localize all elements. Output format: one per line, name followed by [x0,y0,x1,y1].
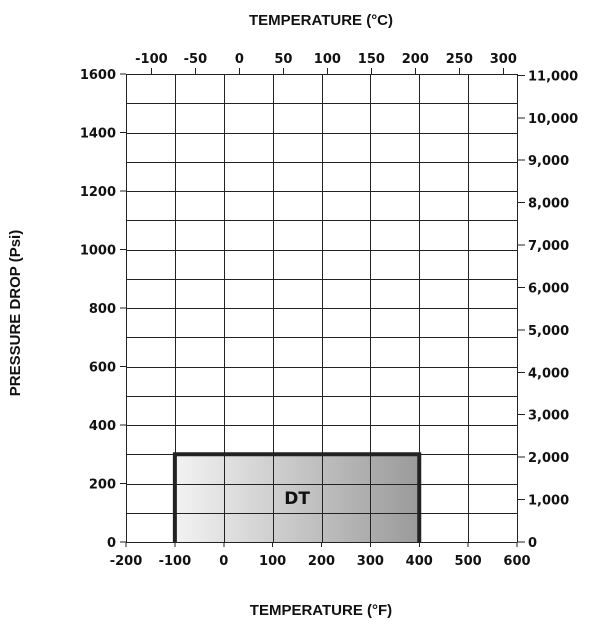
y-tick-label-kpa: 1,000 [528,494,569,509]
x-tick-label-fahrenheit: 100 [259,554,286,569]
chart-title-fahrenheit: TEMPERATURE (°F) [250,602,392,619]
y-tick-label-kpa: 2,000 [528,451,569,466]
x-tick-label-fahrenheit: 500 [455,554,482,569]
y-tick-label-kpa: 10,000 [528,112,578,127]
x-tick-label-celsius: 0 [235,52,244,67]
y-tick-label-psi: 200 [89,478,116,493]
x-tick-label-fahrenheit: -100 [159,554,192,569]
y-tick-label-psi: 1600 [80,68,116,83]
y-tick-label-psi: 800 [89,302,116,317]
x-tick-label-celsius: 300 [490,52,517,67]
dt-region-group: DT [172,452,422,542]
x-tick-label-fahrenheit: 0 [219,554,228,569]
y-tick-label-psi: 600 [89,361,116,376]
x-tick-label-fahrenheit: 300 [357,554,384,569]
x-tick-label-celsius: 150 [358,52,385,67]
x-tick-label-fahrenheit: 600 [503,554,530,569]
chart-title-celsius: TEMPERATURE (°C) [249,12,393,29]
y-tick-label-kpa: 6,000 [528,281,569,296]
x-tick-label-celsius: 250 [446,52,473,67]
y-axis-label: PRESSURE DROP (Psi) [7,230,24,396]
y-tick-label-psi: 0 [107,536,116,551]
y-tick-label-kpa: 3,000 [528,409,569,424]
dt-region-label: DT [284,489,310,509]
x-tick-label-fahrenheit: 200 [308,554,335,569]
x-tick-label-fahrenheit: -200 [110,554,143,569]
y-tick-label-kpa: 8,000 [528,197,569,212]
y-tick-label-kpa: 5,000 [528,324,569,339]
dt-region-fill [174,454,420,542]
dt-region-border [172,452,422,542]
x-tick-label-celsius: -100 [135,52,168,67]
x-tick-label-fahrenheit: 400 [406,554,433,569]
y-tick-label-kpa: 7,000 [528,239,569,254]
x-tick-label-celsius: 200 [402,52,429,67]
x-tick-label-celsius: 50 [274,52,292,67]
axes: -200 -100 0 100 200 300 400 500 600 -100 -50 0 50 100… [80,52,578,569]
x-tick-label-celsius: -50 [184,52,208,67]
y-tick-label-psi: 1400 [80,127,116,142]
y-tick-label-kpa: 9,000 [528,154,569,169]
y-tick-label-kpa: 11,000 [528,69,578,84]
y-tick-label-psi: 1000 [80,244,116,259]
y-tick-label-psi: 1200 [80,185,116,200]
x-tick-label-celsius: 100 [314,52,341,67]
y-tick-label-kpa: 0 [528,536,537,551]
y-tick-label-kpa: 4,000 [528,366,569,381]
y-tick-label-psi: 400 [89,419,116,434]
